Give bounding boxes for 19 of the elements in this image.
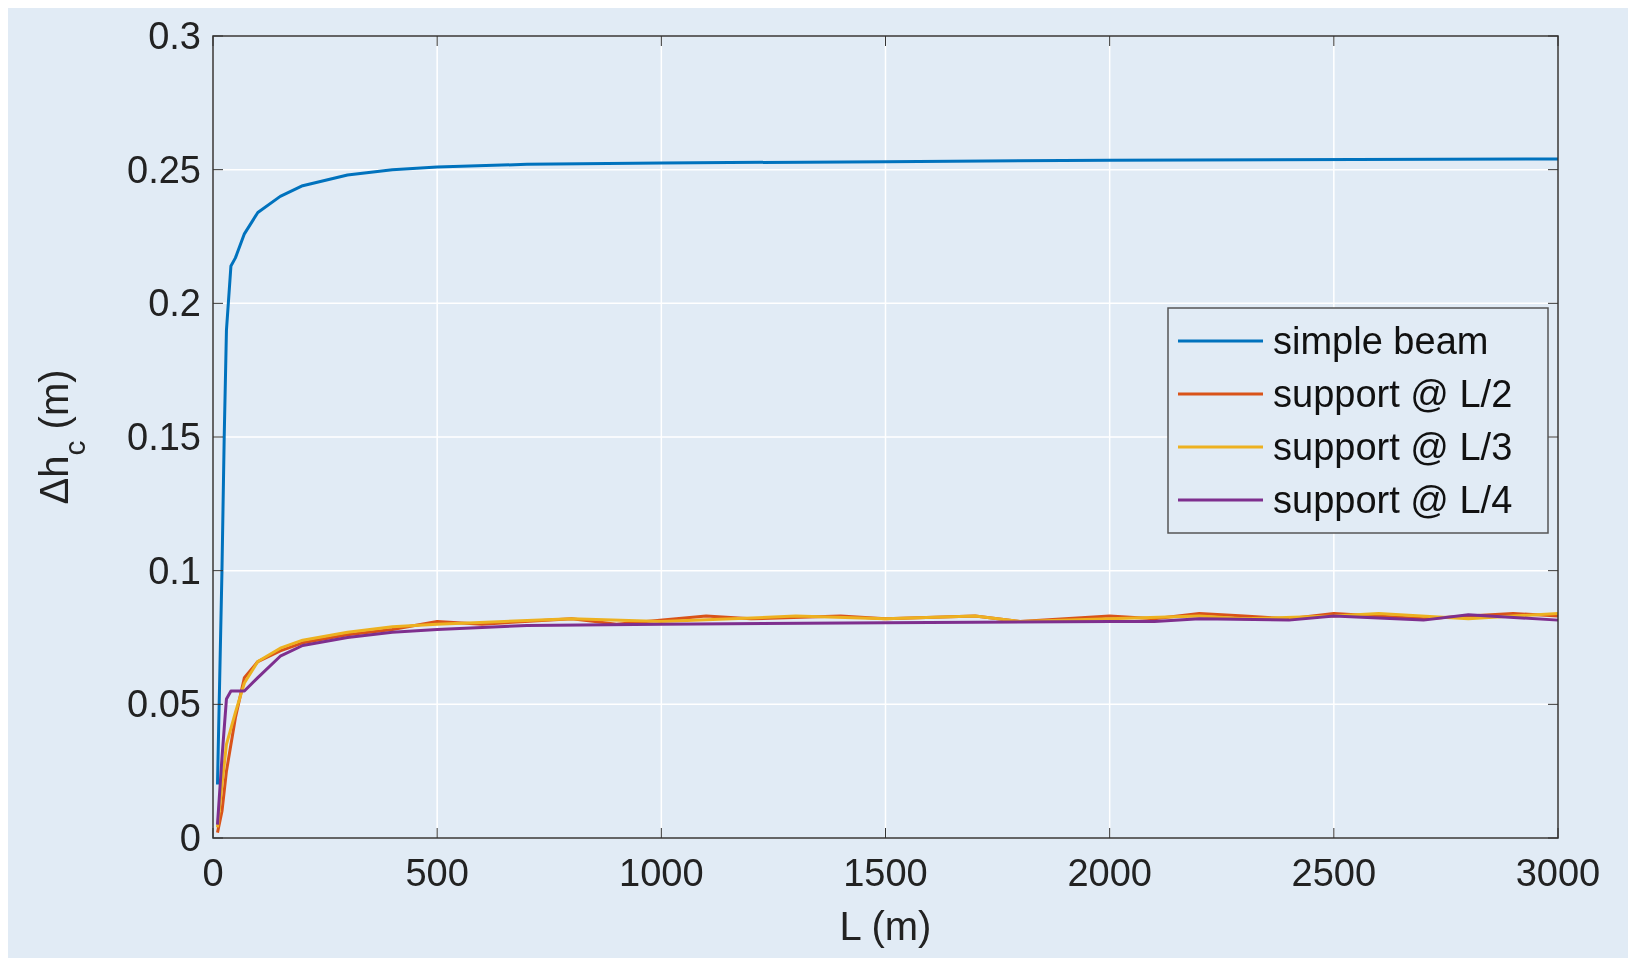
- y-tick-label: 0.3: [148, 15, 201, 57]
- y-tick-label: 0.25: [127, 148, 201, 191]
- x-tick-label: 1500: [843, 852, 928, 894]
- x-tick-label: 2500: [1291, 852, 1377, 894]
- y-tick-label: 0.05: [127, 683, 201, 726]
- legend-label: support @ L/3: [1273, 426, 1513, 468]
- x-tick-label: 500: [405, 852, 469, 894]
- y-tick-label: 0.15: [127, 416, 201, 458]
- y-tick-label: 0: [179, 817, 201, 859]
- x-tick-label: 1000: [619, 852, 704, 894]
- legend-label: simple beam: [1273, 320, 1489, 362]
- y-tick-label: 0.2: [148, 282, 201, 325]
- legend-label: support @ L/2: [1273, 373, 1513, 415]
- x-tick-label: 3000: [1515, 852, 1601, 894]
- x-axis-title: L (m): [839, 904, 932, 948]
- line-series: [215, 157, 1560, 787]
- legend-label: support @ L/4: [1273, 479, 1513, 521]
- x-tick-label: 2000: [1067, 852, 1152, 894]
- y-tick-label: 0.1: [148, 549, 201, 592]
